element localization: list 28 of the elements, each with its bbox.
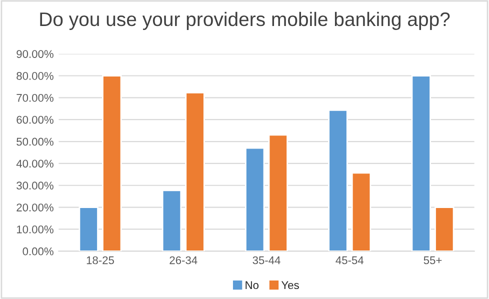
bar <box>78 206 98 252</box>
bar <box>185 92 205 252</box>
y-tick-label: 20.00% <box>16 204 54 212</box>
chart-title: Do you use your providers mobile banking app? <box>40 12 450 30</box>
x-tick-label: 35-44 <box>252 256 280 264</box>
y-tick-label: 70.00% <box>16 94 54 102</box>
bar <box>351 172 372 252</box>
bar <box>434 206 454 252</box>
bar <box>245 147 265 252</box>
y-tick-label: 80.00% <box>16 72 54 80</box>
y-tick-label: 40.00% <box>16 160 54 168</box>
y-tick-label: 50.00% <box>16 138 54 146</box>
x-tick-label: 45-54 <box>336 256 364 264</box>
y-tick-label: 30.00% <box>16 182 54 190</box>
y-tick-label: 10.00% <box>16 226 54 234</box>
legend-label: No <box>246 281 259 290</box>
bar <box>162 190 182 252</box>
y-tick-label: 0.00% <box>22 247 54 256</box>
x-tick-label: 18-25 <box>86 256 114 264</box>
bar <box>411 75 431 252</box>
y-tick-label: 90.00% <box>16 50 54 58</box>
legend-label: Yes <box>281 281 299 290</box>
y-tick-label: 60.00% <box>16 116 54 124</box>
x-tick-label: 55+ <box>424 256 442 264</box>
x-tick-label: 26-34 <box>170 256 198 264</box>
bar <box>328 109 348 252</box>
bar <box>102 75 122 252</box>
bar <box>268 134 288 252</box>
